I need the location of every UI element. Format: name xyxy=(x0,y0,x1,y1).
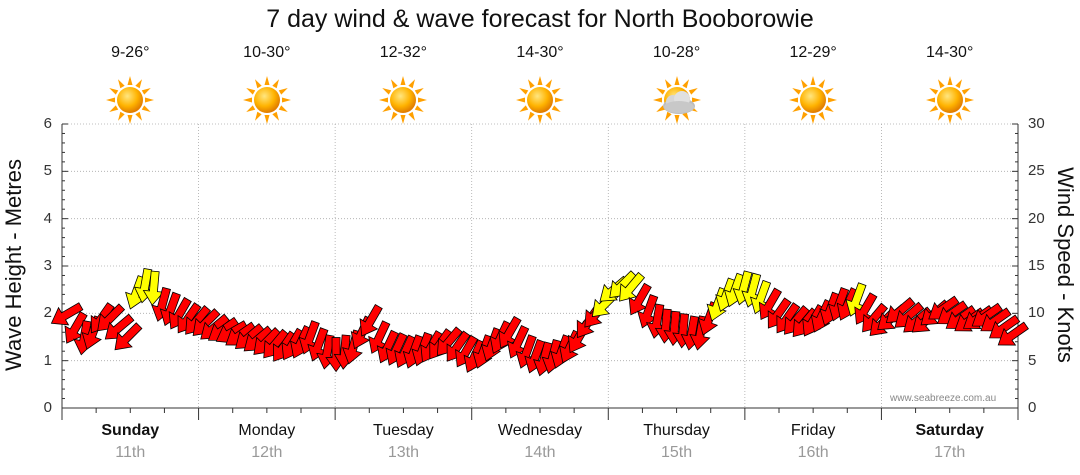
day-name-label: Tuesday xyxy=(373,422,434,439)
day-name-label: Thursday xyxy=(643,422,710,439)
day-name-label: Wednesday xyxy=(497,422,583,439)
sun-icon xyxy=(922,72,978,128)
right-axis-tick-label: 0 xyxy=(1028,399,1037,416)
wind-arrow-shape xyxy=(997,321,1029,346)
left-axis-tick-label: 6 xyxy=(43,115,52,132)
day-date-label: 17th xyxy=(934,444,966,461)
sun-icon xyxy=(239,72,295,128)
day-name-label: Friday xyxy=(790,422,836,439)
left-axis-tick-label: 3 xyxy=(43,257,52,274)
left-axis-tick-label: 2 xyxy=(43,304,52,322)
sun-icon xyxy=(512,72,568,128)
left-axis-tick-label: 1 xyxy=(43,351,52,369)
wind-arrow xyxy=(50,302,84,326)
temperature-range: 9-26° xyxy=(111,44,150,61)
day-date-label: 13th xyxy=(387,444,419,461)
day-date-label: 12th xyxy=(251,444,283,461)
wind-arrow xyxy=(997,321,1029,346)
right-axis-tick-label: 5 xyxy=(1028,351,1037,369)
sun-icon xyxy=(102,72,158,128)
day-date-label: 14th xyxy=(524,444,556,461)
day-name-label: Saturday xyxy=(915,422,984,439)
temperature-range: 12-29° xyxy=(789,44,837,61)
left-axis-tick-label: 0 xyxy=(43,399,52,416)
right-axis-tick-label: 25 xyxy=(1028,162,1045,180)
temperature-range: 10-28° xyxy=(652,44,701,61)
wind-arrow-shape xyxy=(114,322,143,351)
right-axis-tick-label: 30 xyxy=(1028,115,1045,132)
left-axis-tick-label: 5 xyxy=(43,162,52,180)
wind-arrow-shape xyxy=(50,302,84,326)
day-name-label: Sunday xyxy=(101,422,160,439)
day-date-label: 16th xyxy=(797,444,829,461)
temperature-range: 12-32° xyxy=(379,44,428,61)
temperature-range: 14-30° xyxy=(926,44,974,61)
left-axis-tick-label: 4 xyxy=(43,209,52,227)
wind-arrow xyxy=(619,271,646,302)
day-date-label: 15th xyxy=(660,444,693,461)
temperature-range: 14-30° xyxy=(516,44,564,61)
wind-arrow xyxy=(359,304,383,337)
sun-icon xyxy=(375,72,431,128)
right-axis-tick-label: 20 xyxy=(1028,209,1045,227)
wind-arrow-shape xyxy=(359,304,383,337)
right-axis-tick-label: 15 xyxy=(1028,257,1045,274)
sun-cloud-icon xyxy=(649,72,705,128)
watermark: www.seabreeze.com.au xyxy=(890,393,997,404)
day-name-label: Monday xyxy=(238,422,296,439)
chart-title: 7 day wind & wave forecast for North Boo… xyxy=(266,5,814,33)
wind-arrow-shape xyxy=(619,271,646,302)
right-axis-tick-label: 10 xyxy=(1028,304,1045,322)
sun-icon xyxy=(785,72,841,128)
temperature-range: 10-30° xyxy=(243,44,291,61)
wind-arrow xyxy=(114,322,143,351)
day-date-label: 11th xyxy=(115,444,146,461)
